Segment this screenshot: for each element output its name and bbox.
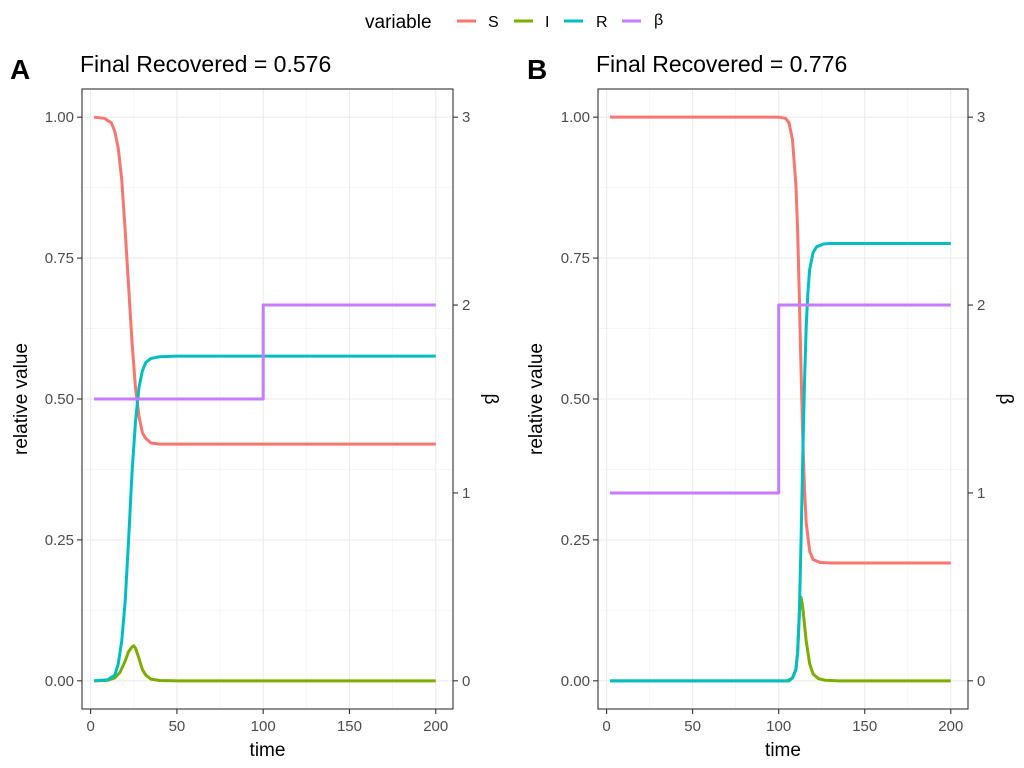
- y2-axis-label: β: [995, 394, 1016, 405]
- series-line-r: [93, 354, 436, 683]
- legend-entry-beta: β: [622, 12, 663, 29]
- y-tick-label: 0.25: [561, 532, 590, 549]
- y2-tick-label: 3: [462, 109, 470, 126]
- legend-label-i: I: [545, 14, 549, 31]
- x-tick-label: 200: [938, 718, 963, 735]
- panel-title: Final Recovered = 0.576: [80, 51, 331, 77]
- series-line-beta: [94, 303, 436, 401]
- legend-entry-r: R: [564, 14, 608, 31]
- y-tick-label: 1.00: [45, 109, 74, 126]
- series-line-i: [94, 644, 436, 683]
- x-axis-label: time: [250, 740, 286, 761]
- legend: variable S I R β: [365, 12, 663, 33]
- panel-tag: B: [527, 54, 547, 85]
- series-lines: [610, 115, 951, 683]
- x-tick-label: 150: [852, 718, 877, 735]
- legend-label-r: R: [596, 14, 608, 31]
- y-axis-label: relative value: [526, 343, 547, 455]
- y-tick-label: 0.25: [45, 532, 74, 549]
- y2-tick-label: 1: [977, 485, 985, 502]
- panel-title: Final Recovered = 0.776: [596, 51, 847, 77]
- series-line-s: [93, 115, 436, 446]
- x-tick-label: 0: [86, 718, 94, 735]
- legend-title: variable: [365, 12, 432, 33]
- legend-label-s: S: [488, 14, 499, 31]
- y-tick-label: 0.75: [561, 250, 590, 267]
- y2-tick-label: 0: [462, 673, 470, 690]
- series-line-r: [610, 241, 951, 683]
- y2-axis-label: β: [480, 394, 501, 405]
- legend-entry-i: I: [514, 14, 549, 31]
- x-tick-label: 150: [337, 718, 362, 735]
- y-tick-label: 0.75: [45, 250, 74, 267]
- legend-label-beta: β: [654, 12, 663, 29]
- panel-tag: A: [10, 54, 30, 85]
- panel-a: 0 50 100 150 200 0.00 0.25 0.50 0.75 1.00 0 1 2 3 A Fin…: [10, 51, 501, 761]
- x-tick-label: 50: [169, 718, 186, 735]
- y2-tick-label: 2: [462, 297, 470, 314]
- legend-entry-s: S: [457, 14, 499, 31]
- y-tick-label: 0.00: [561, 673, 590, 690]
- x-tick-label: 200: [423, 718, 448, 735]
- x-tick-label: 100: [251, 718, 276, 735]
- y-tick-label: 0.50: [561, 391, 590, 408]
- series-line-beta: [610, 303, 951, 495]
- y-tick-label: 0.00: [45, 673, 74, 690]
- panel-b: 0 50 100 150 200 0.00 0.25 0.50 0.75 1.00 0 1 2 3 B Fin…: [526, 51, 1016, 761]
- y2-tick-label: 0: [977, 673, 985, 690]
- x-tick-label: 0: [602, 718, 610, 735]
- y2-tick-label: 3: [977, 109, 985, 126]
- y2-tick-label: 2: [977, 297, 985, 314]
- y-tick-label: 1.00: [561, 109, 590, 126]
- y-tick-label: 0.50: [45, 391, 74, 408]
- series-line-s: [610, 115, 951, 565]
- x-tick-label: 50: [684, 718, 701, 735]
- x-axis-label: time: [765, 740, 801, 761]
- series-lines: [93, 115, 436, 683]
- y2-tick-label: 1: [462, 485, 470, 502]
- y-axis-label: relative value: [11, 343, 32, 455]
- x-tick-label: 100: [766, 718, 791, 735]
